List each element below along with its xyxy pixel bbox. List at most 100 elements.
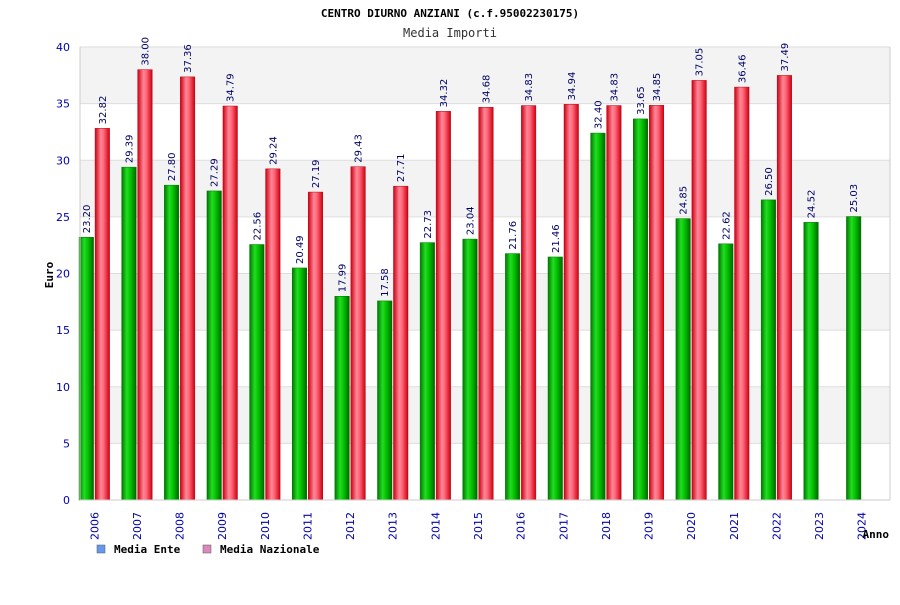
x-tick-label: 2020 xyxy=(685,512,698,540)
x-tick-label: 2017 xyxy=(557,512,570,540)
value-label: 26.50 xyxy=(764,167,775,196)
y-tick-label: 40 xyxy=(56,41,70,54)
x-axis-label: Anno xyxy=(863,528,890,541)
value-label: 21.76 xyxy=(508,221,519,250)
legend-swatch-media-ente xyxy=(96,544,106,554)
bar-media-ente xyxy=(291,267,307,501)
bar-media-nazionale xyxy=(563,104,579,501)
x-tick-label: 2007 xyxy=(131,512,144,540)
value-label: 27.29 xyxy=(210,158,221,187)
y-tick-label: 30 xyxy=(56,154,70,167)
value-label: 27.80 xyxy=(167,153,178,182)
y-tick-label: 25 xyxy=(56,211,70,224)
value-label: 32.82 xyxy=(98,96,109,125)
bar-media-ente xyxy=(505,253,521,501)
y-tick-label: 35 xyxy=(56,98,70,111)
x-tick-label: 2008 xyxy=(174,512,187,540)
bar-media-nazionale xyxy=(222,105,238,501)
value-label: 37.05 xyxy=(695,48,706,77)
y-tick-label: 15 xyxy=(56,324,70,337)
bar-media-ente xyxy=(803,222,819,501)
x-tick-label: 2012 xyxy=(344,512,357,540)
bar-media-ente xyxy=(377,300,393,501)
bar-media-ente xyxy=(419,242,435,501)
value-label: 17.58 xyxy=(380,268,391,297)
x-tick-label: 2016 xyxy=(515,512,528,540)
value-label: 34.32 xyxy=(439,79,450,108)
value-label: 24.52 xyxy=(807,190,818,219)
legend-label-media-ente: Media Ente xyxy=(114,543,181,556)
bar-media-ente xyxy=(675,218,691,501)
y-tick-label: 5 xyxy=(63,437,70,450)
bar-media-ente xyxy=(633,118,649,501)
bar-media-nazionale xyxy=(350,166,366,501)
legend: Media Ente Media Nazionale xyxy=(96,543,320,556)
value-label: 25.03 xyxy=(849,184,860,213)
value-label: 34.83 xyxy=(524,73,535,102)
value-label: 37.49 xyxy=(780,43,791,72)
y-axis-label: Euro xyxy=(43,261,56,288)
bar-media-nazionale xyxy=(393,185,409,501)
bar-media-ente xyxy=(846,216,862,501)
value-label: 22.62 xyxy=(721,211,732,240)
bar-media-nazionale xyxy=(94,128,110,501)
bar-media-nazionale xyxy=(478,106,494,501)
x-tick-label: 2011 xyxy=(301,512,314,540)
bar-media-nazionale xyxy=(137,69,153,501)
x-tick-label: 2021 xyxy=(728,512,741,540)
bar-media-ente xyxy=(164,184,180,501)
plot-band xyxy=(80,47,890,104)
value-label: 38.00 xyxy=(140,37,151,66)
value-label: 21.46 xyxy=(551,224,562,253)
bar-media-ente xyxy=(547,256,563,501)
value-label: 20.49 xyxy=(295,235,306,264)
value-label: 34.94 xyxy=(567,72,578,101)
value-label: 34.83 xyxy=(609,73,620,102)
value-label: 34.85 xyxy=(652,73,663,102)
value-label: 34.79 xyxy=(226,73,237,102)
value-labels-group: 23.20 32.82 29.39 38.00 27.80 37.36 27.29 34.79… xyxy=(82,37,860,297)
y-tick-label: 20 xyxy=(56,268,70,281)
bar-media-ente xyxy=(249,244,265,501)
bar-media-ente xyxy=(590,132,606,501)
x-tick-label: 2019 xyxy=(643,512,656,540)
bar-media-nazionale xyxy=(691,80,707,501)
value-label: 36.46 xyxy=(737,54,748,83)
value-label: 29.39 xyxy=(124,135,135,164)
y-tick-label: 10 xyxy=(56,381,70,394)
chart-subtitle: Media Importi xyxy=(403,26,497,40)
bar-media-nazionale xyxy=(521,105,537,501)
x-tick-label: 2006 xyxy=(88,512,101,540)
x-tick-label: 2022 xyxy=(770,512,783,540)
legend-swatch-media-nazionale xyxy=(202,544,212,554)
bar-media-nazionale xyxy=(180,76,196,501)
x-tick-label: 2014 xyxy=(429,512,442,540)
bar-media-ente xyxy=(78,237,94,501)
value-label: 22.73 xyxy=(423,210,434,239)
value-label: 27.19 xyxy=(311,159,322,188)
bar-media-ente xyxy=(760,199,776,501)
value-label: 32.40 xyxy=(593,100,604,129)
value-label: 24.85 xyxy=(679,186,690,215)
value-label: 37.36 xyxy=(183,44,194,73)
value-label: 33.65 xyxy=(636,86,647,115)
bar-media-nazionale xyxy=(649,105,665,501)
legend-label-media-nazionale: Media Nazionale xyxy=(220,543,320,556)
bar-media-nazionale xyxy=(307,191,323,501)
bar-media-nazionale xyxy=(606,105,622,501)
bar-media-nazionale xyxy=(734,86,750,501)
x-tick-label: 2023 xyxy=(813,512,826,540)
bar-media-nazionale xyxy=(435,111,451,501)
value-label: 29.43 xyxy=(354,134,365,163)
value-label: 34.68 xyxy=(482,75,493,104)
value-label: 29.24 xyxy=(268,136,279,165)
axes-group: 0 5 10 15 20 25 30 35 40 2006 2007 2008 2009 2010 2011… xyxy=(56,41,891,540)
y-tick-label: 0 xyxy=(63,494,70,507)
value-label: 27.71 xyxy=(396,154,407,183)
x-tick-label: 2024 xyxy=(856,512,869,540)
bar-media-ente xyxy=(462,238,478,501)
value-label: 17.99 xyxy=(338,264,349,293)
bar-media-ente xyxy=(206,190,222,501)
